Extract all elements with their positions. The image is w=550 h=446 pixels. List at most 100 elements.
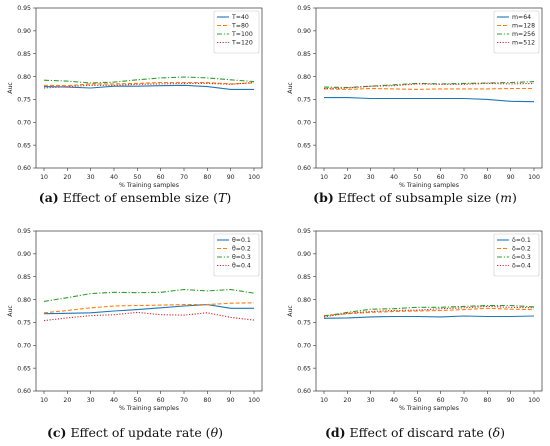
y-tick-label: 0.90 bbox=[297, 28, 311, 35]
legend-label: θ=0.3 bbox=[232, 254, 251, 261]
y-tick-label: 0.85 bbox=[297, 51, 311, 58]
caption-label: (d) bbox=[324, 425, 346, 440]
y-tick-label: 0.85 bbox=[297, 274, 311, 281]
series-line bbox=[323, 315, 535, 319]
caption-symbol: T bbox=[217, 190, 227, 205]
y-tick-label: 0.85 bbox=[17, 274, 31, 281]
x-tick-label: 80 bbox=[483, 397, 491, 404]
y-tick-label: 0.80 bbox=[297, 74, 311, 81]
x-tick-label: 50 bbox=[413, 397, 421, 404]
series-line bbox=[323, 87, 534, 90]
chart-update-rate: 0.60 0.65 0.70 0.75 0.80 0.85 0.90 0.95 10 20 30 40… bbox=[7, 228, 263, 412]
legend-label: θ=0.2 bbox=[232, 246, 251, 253]
y-axis-label: Auc bbox=[287, 305, 294, 317]
chart-panel-subsample-size: 0.60 0.65 0.70 0.75 0.80 0.85 0.90 0.95 10 20 30 40… bbox=[280, 0, 550, 190]
legend-box bbox=[213, 233, 260, 277]
x-tick-label: 30 bbox=[87, 174, 95, 181]
x-tick-label: 100 bbox=[248, 174, 260, 181]
x-tick-label: 40 bbox=[390, 397, 398, 404]
series-line bbox=[324, 97, 535, 103]
legend-label: δ=0.4 bbox=[512, 263, 531, 270]
caption-end: ) bbox=[500, 425, 506, 440]
y-tick-label: 0.90 bbox=[17, 28, 31, 35]
legend-label: T=120 bbox=[231, 40, 253, 47]
legend-label: θ=0.4 bbox=[232, 263, 251, 270]
x-tick-label: 70 bbox=[180, 397, 188, 404]
x-tick-label: 90 bbox=[227, 174, 235, 181]
y-tick-label: 0.60 bbox=[297, 388, 311, 395]
x-tick-label: 50 bbox=[133, 174, 141, 181]
x-tick-label: 100 bbox=[248, 397, 260, 404]
series-line bbox=[43, 84, 254, 90]
x-tick-label: 20 bbox=[63, 174, 71, 181]
chart-ensemble-size: 0.60 0.65 0.70 0.75 0.80 0.85 0.90 0.95 10 20 30 40… bbox=[7, 5, 263, 189]
series-line bbox=[43, 304, 254, 315]
y-tick-label: 0.95 bbox=[297, 228, 311, 235]
y-axis-label: Auc bbox=[7, 305, 14, 317]
y-tick-label: 0.95 bbox=[17, 228, 31, 235]
y-tick-label: 0.60 bbox=[17, 388, 31, 395]
chart-panel-discard-rate: 0.60 0.65 0.70 0.75 0.80 0.85 0.90 0.95 10 20 30 40… bbox=[280, 223, 550, 413]
y-tick-label: 0.95 bbox=[17, 5, 31, 12]
y-tick-label: 0.65 bbox=[297, 142, 311, 149]
caption-discard-rate: (d) Effect of discard rate (δ) bbox=[280, 425, 550, 440]
y-tick-label: 0.60 bbox=[297, 165, 311, 172]
y-axis-label: Auc bbox=[287, 82, 294, 94]
x-tick-label: 90 bbox=[507, 174, 515, 181]
plot-frame bbox=[315, 230, 543, 392]
x-tick-label: 30 bbox=[367, 174, 375, 181]
y-tick-label: 0.80 bbox=[17, 297, 31, 304]
legend-label: T=100 bbox=[231, 31, 253, 38]
x-tick-label: 20 bbox=[63, 397, 71, 404]
caption-symbol: δ bbox=[492, 425, 501, 440]
x-tick-label: 10 bbox=[40, 174, 48, 181]
plot-frame bbox=[35, 230, 263, 392]
caption-subsample-size: (b) Effect of subsample size (m) bbox=[280, 190, 550, 205]
caption-end: ) bbox=[226, 190, 232, 205]
legend-box bbox=[493, 233, 540, 277]
caption-label: (c) bbox=[47, 425, 67, 440]
y-tick-label: 0.75 bbox=[17, 320, 31, 327]
legend-label: δ=0.1 bbox=[512, 237, 531, 244]
caption-text: Effect of update rate ( bbox=[70, 425, 211, 440]
caption-symbol: θ bbox=[210, 425, 219, 440]
y-tick-label: 0.65 bbox=[17, 142, 31, 149]
legend-label: δ=0.2 bbox=[512, 246, 531, 253]
caption-ensemble-size: (a) Effect of ensemble size (T) bbox=[0, 190, 270, 205]
legend-box bbox=[213, 10, 260, 54]
y-tick-label: 0.90 bbox=[297, 251, 311, 258]
x-tick-label: 40 bbox=[390, 174, 398, 181]
legend-label: δ=0.3 bbox=[512, 254, 531, 261]
x-tick-label: 60 bbox=[157, 397, 165, 404]
legend-label: θ=0.1 bbox=[232, 237, 251, 244]
series-line bbox=[43, 76, 255, 84]
legend-label: T=40 bbox=[231, 14, 249, 21]
caption-end: ) bbox=[511, 190, 517, 205]
x-tick-label: 70 bbox=[460, 397, 468, 404]
x-tick-label: 10 bbox=[320, 174, 328, 181]
x-tick-label: 50 bbox=[133, 397, 141, 404]
x-tick-label: 90 bbox=[507, 397, 515, 404]
x-tick-label: 80 bbox=[203, 174, 211, 181]
x-tick-label: 10 bbox=[40, 397, 48, 404]
series-line bbox=[43, 81, 255, 87]
x-tick-label: 60 bbox=[437, 174, 445, 181]
chart-subsample-size: 0.60 0.65 0.70 0.75 0.80 0.85 0.90 0.95 10 20 30 40… bbox=[287, 5, 543, 189]
series-line bbox=[43, 288, 255, 302]
series-line bbox=[323, 304, 535, 317]
y-tick-label: 0.75 bbox=[297, 320, 311, 327]
y-tick-label: 0.70 bbox=[297, 342, 311, 349]
x-tick-label: 10 bbox=[320, 397, 328, 404]
x-tick-label: 60 bbox=[437, 397, 445, 404]
y-tick-label: 0.75 bbox=[17, 97, 31, 104]
plot-frame bbox=[315, 7, 543, 169]
chart-discard-rate: 0.60 0.65 0.70 0.75 0.80 0.85 0.90 0.95 10 20 30 40… bbox=[287, 228, 543, 412]
y-tick-label: 0.70 bbox=[17, 119, 31, 126]
x-tick-label: 60 bbox=[157, 174, 165, 181]
y-tick-label: 0.85 bbox=[17, 51, 31, 58]
y-tick-label: 0.65 bbox=[297, 365, 311, 372]
caption-update-rate: (c) Effect of update rate (θ) bbox=[0, 425, 270, 440]
x-tick-label: 100 bbox=[528, 174, 540, 181]
chart-panel-ensemble-size: 0.60 0.65 0.70 0.75 0.80 0.85 0.90 0.95 10 20 30 40… bbox=[0, 0, 270, 190]
y-tick-label: 0.70 bbox=[17, 342, 31, 349]
